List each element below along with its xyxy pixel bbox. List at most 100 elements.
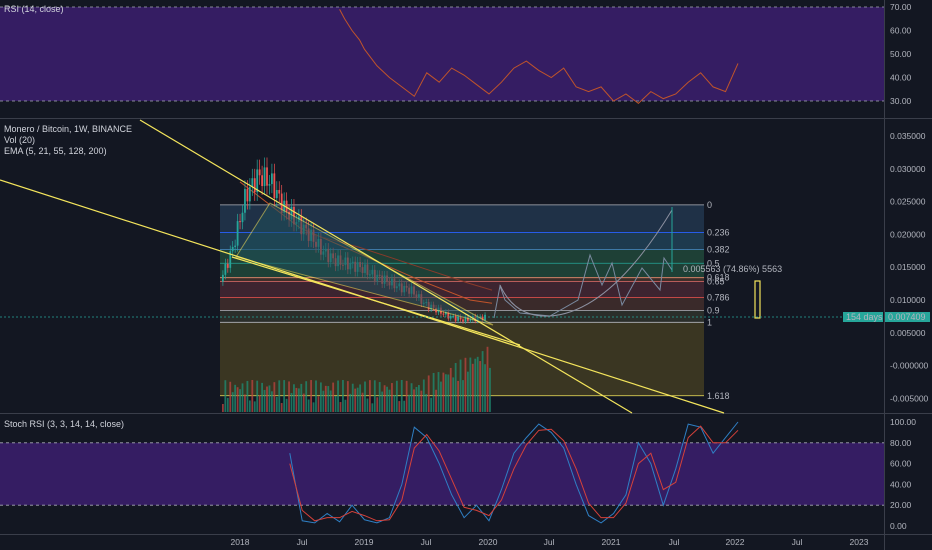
volume-bar — [467, 371, 469, 412]
volume-bar — [224, 380, 227, 412]
candle-body — [231, 246, 234, 252]
volume-bar — [359, 384, 361, 412]
volume-bar — [344, 399, 347, 412]
volume-bar — [479, 361, 482, 412]
volume-bar — [400, 380, 403, 412]
candle-body — [464, 316, 467, 322]
main-title: Monero / Bitcoin, 1W, BINANCE — [4, 124, 132, 134]
candle-body — [229, 251, 232, 268]
volume-bar — [356, 387, 359, 412]
candle-body — [452, 315, 455, 317]
candle-body — [248, 187, 251, 202]
volume-bar — [322, 390, 325, 412]
fib-label: 1 — [707, 317, 712, 327]
volume-bar — [288, 381, 290, 412]
candle-body — [444, 311, 447, 315]
candle-body — [280, 193, 283, 213]
candle-body — [271, 173, 273, 185]
x-axis-label: 2022 — [726, 537, 745, 547]
x-axis-label: Jul — [544, 537, 555, 547]
volume-bar — [388, 389, 391, 412]
candle-body — [239, 221, 241, 223]
stoch-y-tick: 80.00 — [890, 438, 912, 448]
trendline-upper — [139, 119, 633, 414]
rsi-y-tick: 70.00 — [890, 2, 912, 12]
volume-bar — [444, 374, 447, 412]
fib-label: 1.618 — [707, 391, 730, 401]
volume-bar — [383, 385, 386, 412]
volume-bar — [300, 383, 303, 412]
fib-zone — [220, 322, 704, 396]
volume-bar — [258, 395, 261, 412]
volume-bar — [420, 390, 423, 412]
candle-body — [226, 263, 229, 268]
volume-bar — [442, 372, 445, 412]
volume-bar — [293, 384, 295, 412]
volume-bar — [285, 398, 288, 412]
volume-bar — [410, 383, 413, 412]
x-axis-label: Jul — [669, 537, 680, 547]
candle-body — [268, 184, 271, 186]
volume-bar — [229, 381, 232, 412]
volume-bar — [454, 363, 457, 412]
volume-bar — [366, 398, 369, 412]
stoch-title: Stoch RSI (3, 3, 14, 14, close) — [4, 419, 124, 429]
price-tag-right-bg — [885, 311, 930, 322]
main-y-tick: 0.030000 — [890, 164, 926, 174]
volume-bar — [381, 391, 384, 412]
candle-body — [283, 200, 286, 213]
volume-bar — [369, 380, 371, 412]
rsi-y-tick: 40.00 — [890, 73, 912, 83]
candle-body — [442, 313, 445, 315]
volume-bar — [261, 382, 263, 412]
main-y-tick: -0.000000 — [890, 361, 929, 371]
candle-body — [278, 189, 281, 194]
stoch-band — [0, 442, 884, 506]
candle-body — [246, 188, 249, 202]
x-axis-label: 2021 — [602, 537, 621, 547]
volume-bar — [241, 383, 244, 412]
fib-label: 0.65 — [707, 277, 725, 287]
candle-body — [234, 245, 237, 247]
projection-path — [493, 253, 673, 319]
volume-bar — [452, 377, 455, 412]
volume-bar — [236, 387, 239, 412]
volume-bar — [469, 357, 472, 412]
volume-bar — [248, 400, 251, 412]
stoch-y-tick: 0.00 — [890, 521, 907, 531]
volume-bar — [447, 374, 450, 412]
volume-bar — [327, 386, 330, 412]
price-tag-right: 0.007409 — [888, 312, 926, 322]
candle-body — [251, 178, 254, 188]
volume-bar — [393, 395, 396, 412]
candle-body — [261, 175, 263, 187]
volume-bar — [405, 380, 408, 412]
volume-bar — [337, 380, 339, 412]
volume-bar — [244, 394, 246, 412]
volume-bar — [310, 380, 312, 412]
volume-bar — [305, 381, 308, 412]
volume-bar — [418, 385, 420, 412]
volume-bar — [317, 396, 320, 412]
candle-body — [454, 315, 457, 321]
volume-bar — [226, 397, 229, 412]
candle-body — [224, 263, 227, 275]
volume-bar — [346, 381, 349, 412]
volume-bar — [489, 367, 491, 412]
volume-bar — [413, 389, 415, 412]
candle-body — [266, 167, 268, 186]
x-axis-label: 2023 — [850, 537, 869, 547]
volume-bar — [378, 382, 381, 412]
volume-bar — [373, 380, 376, 412]
volume-bar — [440, 381, 442, 412]
volume-bar — [471, 363, 474, 412]
volume-bar — [246, 380, 249, 412]
volume-bar — [415, 386, 418, 412]
volume-bar — [432, 372, 435, 412]
volume-bar — [395, 380, 398, 412]
candle-body — [273, 173, 276, 199]
volume-bar — [484, 364, 486, 412]
candle-body — [244, 188, 246, 213]
volume-bar — [437, 372, 440, 412]
